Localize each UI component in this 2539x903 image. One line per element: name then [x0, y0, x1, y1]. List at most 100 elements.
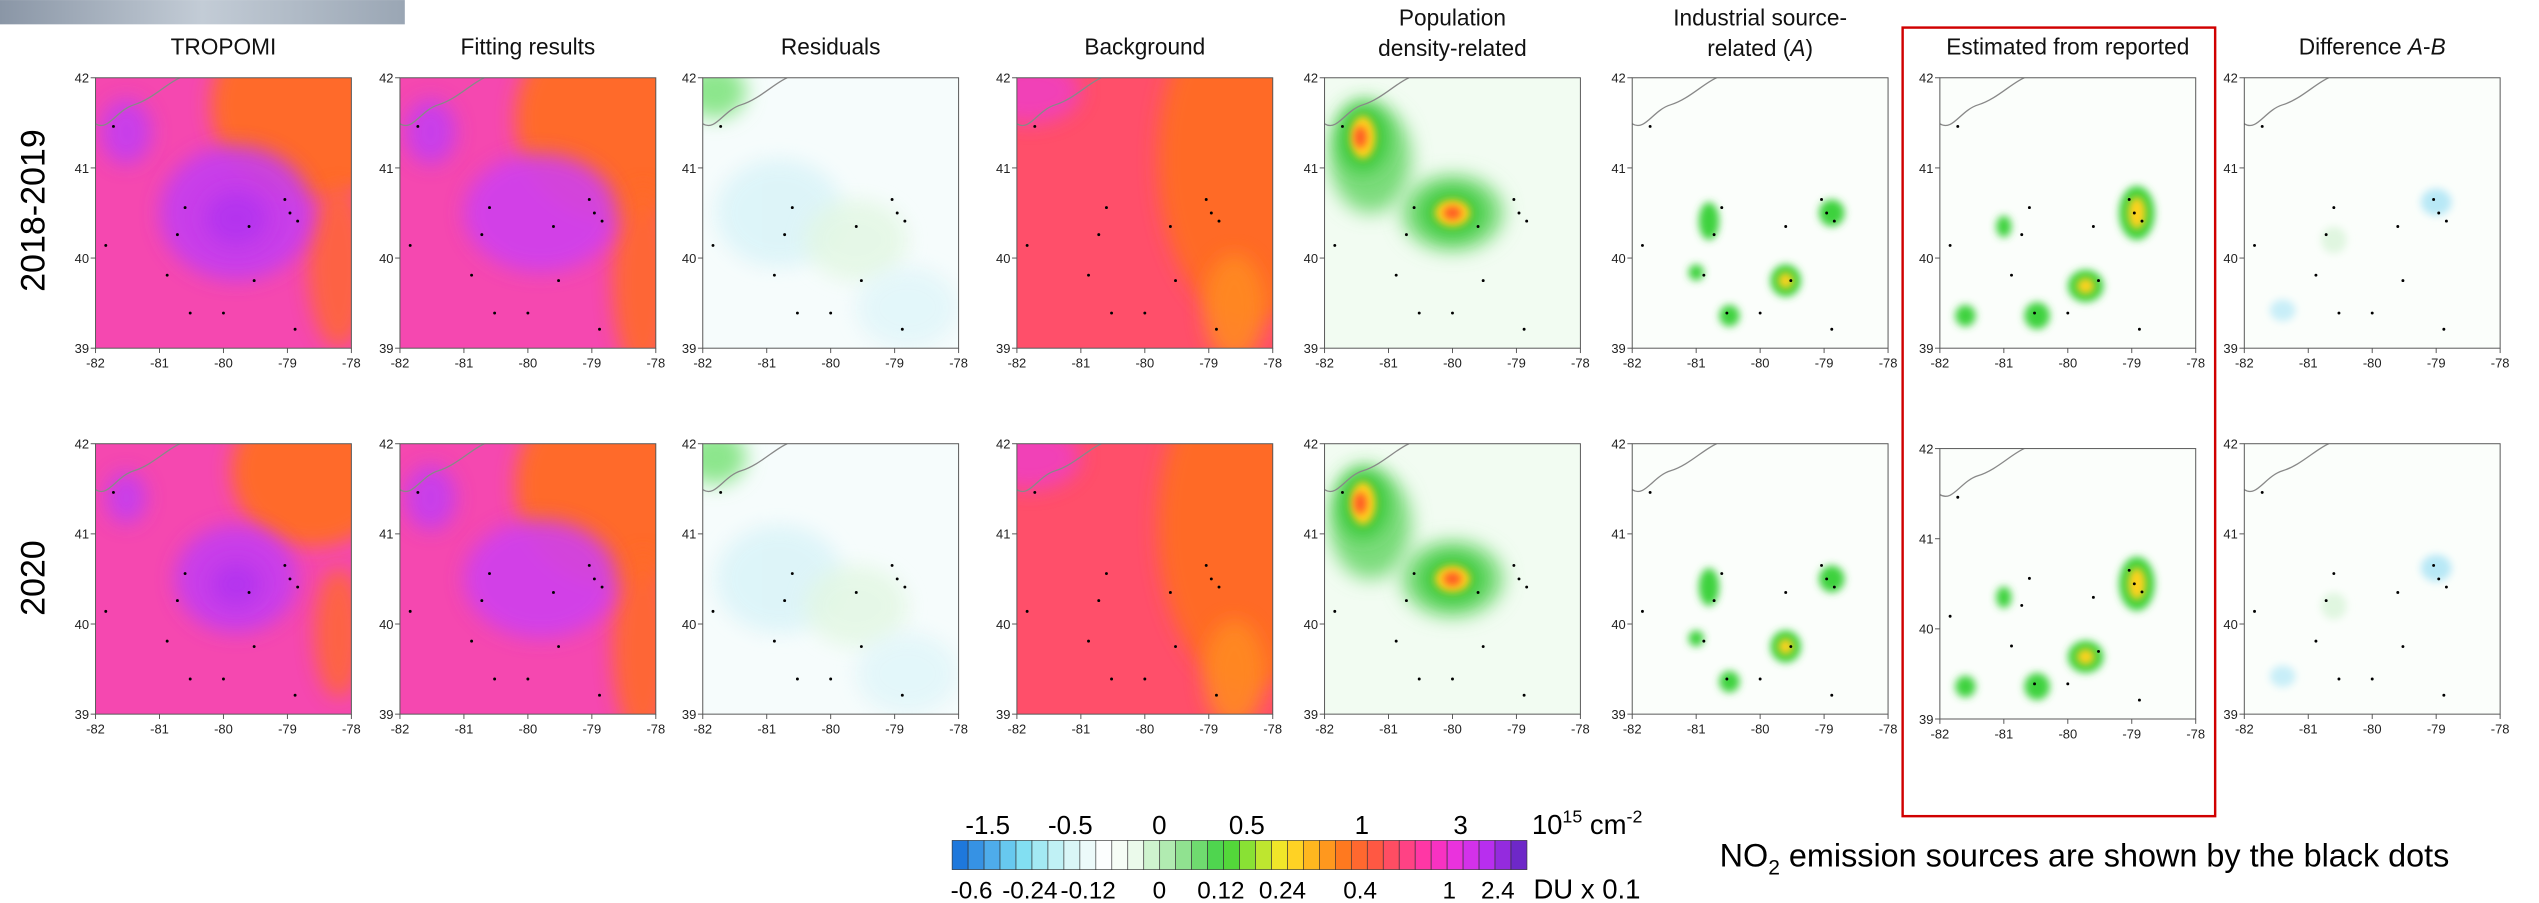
- source-dot: [1725, 311, 1729, 315]
- source-dot: [222, 311, 225, 315]
- coastline: [95, 77, 181, 127]
- x-tick-label: -78: [949, 722, 968, 737]
- x-tick-label: -78: [1571, 722, 1590, 737]
- panel-title: related (A): [1707, 35, 1813, 61]
- panel-title: Fitting results: [461, 34, 596, 60]
- map-field: [1443, 572, 1462, 586]
- map-field: [1996, 215, 2012, 238]
- title-part: Residuals: [781, 34, 880, 60]
- x-tick-label: -80: [2058, 726, 2077, 741]
- source-dot: [859, 645, 863, 648]
- colorbar-bottom-label: 1: [1442, 878, 1456, 903]
- map-field: [2420, 188, 2452, 216]
- source-dot: [598, 693, 601, 697]
- map-field: [612, 185, 656, 349]
- map-field: [2127, 567, 2146, 601]
- map-field: [463, 519, 618, 639]
- map: [399, 443, 656, 715]
- colorbar-cell: [1095, 840, 1113, 870]
- x-tick-label: -80: [1135, 356, 1154, 371]
- title-part: density-related: [1378, 35, 1527, 61]
- y-tick-label: 41: [1919, 532, 1933, 547]
- source-dot: [408, 609, 412, 613]
- source-dot: [1204, 198, 1208, 201]
- colorbar-top-label: -0.5: [1048, 812, 1093, 840]
- map-field: [1688, 264, 1704, 281]
- source-dot: [526, 311, 530, 315]
- source-dot: [2253, 243, 2256, 247]
- y-tick-label: 39: [1919, 712, 1933, 727]
- source-dot: [1025, 243, 1029, 247]
- map-field: [2024, 673, 2050, 701]
- source-dot: [1087, 273, 1090, 277]
- thumbnail: [0, 0, 405, 25]
- colorbar-cell: [1271, 840, 1288, 870]
- y-tick-label: 41: [2223, 527, 2237, 542]
- map-field: [1443, 206, 1462, 220]
- source-dot: [900, 693, 904, 697]
- panel-title: Background: [1084, 34, 1205, 60]
- source-dot: [480, 233, 484, 237]
- x-tick-label: -82: [391, 356, 410, 371]
- source-dot: [1702, 639, 1706, 643]
- x-tick-label: -79: [582, 722, 601, 737]
- x-tick-label: -78: [2491, 356, 2510, 371]
- coastline: [399, 77, 485, 127]
- x-tick-label: -80: [214, 722, 233, 737]
- colorbar-top-label: -1.5: [965, 812, 1010, 840]
- colorbar-bottom-unit: DU x 0.1: [1533, 874, 1640, 903]
- source-dot: [2097, 279, 2100, 283]
- source-dot: [900, 327, 904, 331]
- y-tick-label: 40: [75, 251, 89, 266]
- note: NO2 emission sources are shown by the bl…: [1720, 837, 2450, 879]
- source-dot: [552, 225, 555, 228]
- title-part: Fitting results: [461, 34, 596, 60]
- source-dot: [1394, 273, 1398, 277]
- title-part: Population: [1399, 4, 1506, 30]
- x-tick-label: -78: [1263, 356, 1282, 371]
- note-part: 2: [1768, 856, 1780, 879]
- source-dot: [283, 563, 287, 567]
- source-dot: [1451, 311, 1454, 315]
- source-dot: [488, 206, 491, 210]
- source-dot: [1512, 563, 1516, 567]
- y-tick-label: 39: [682, 707, 696, 722]
- colorbar-cell: [1494, 840, 1512, 870]
- colorbar-cell: [1207, 840, 1224, 870]
- map-field: [2076, 648, 2095, 665]
- source-dot: [1948, 614, 1952, 618]
- row-label: 2018-2019: [15, 129, 53, 292]
- source-dot: [1832, 219, 1836, 223]
- source-dot: [1104, 572, 1108, 575]
- source-dot: [600, 219, 604, 223]
- source-dot: [1174, 645, 1177, 648]
- source-dot: [2432, 563, 2436, 567]
- source-dot: [890, 198, 894, 201]
- x-tick-label: -80: [821, 722, 840, 737]
- source-dot: [408, 243, 412, 247]
- source-dot: [2324, 233, 2328, 237]
- x-tick-label: -79: [2427, 722, 2446, 737]
- map-field: [702, 77, 747, 119]
- x-tick-label: -80: [821, 356, 840, 371]
- x-tick-label: -78: [2491, 722, 2510, 737]
- colorbar-cell: [1159, 840, 1176, 870]
- map-field: [856, 633, 959, 715]
- colorbar-cell: [951, 840, 969, 870]
- colorbar-cell: [1510, 840, 1528, 870]
- source-dot: [1789, 645, 1793, 648]
- source-dot: [719, 124, 723, 128]
- x-tick-label: -78: [1879, 722, 1898, 737]
- colorbar-cell: [1127, 840, 1145, 870]
- source-dot: [2027, 206, 2031, 210]
- source-dot: [470, 273, 474, 277]
- map-bg: [1632, 443, 1889, 715]
- x-tick-label: -81: [1994, 356, 2013, 371]
- map: [1632, 77, 1889, 349]
- source-dot: [1648, 490, 1652, 494]
- map: [2244, 77, 2501, 349]
- y-tick-label: 41: [75, 527, 89, 542]
- map-field: [1203, 619, 1266, 715]
- source-dot: [222, 677, 225, 681]
- row-label: 2020: [15, 540, 53, 616]
